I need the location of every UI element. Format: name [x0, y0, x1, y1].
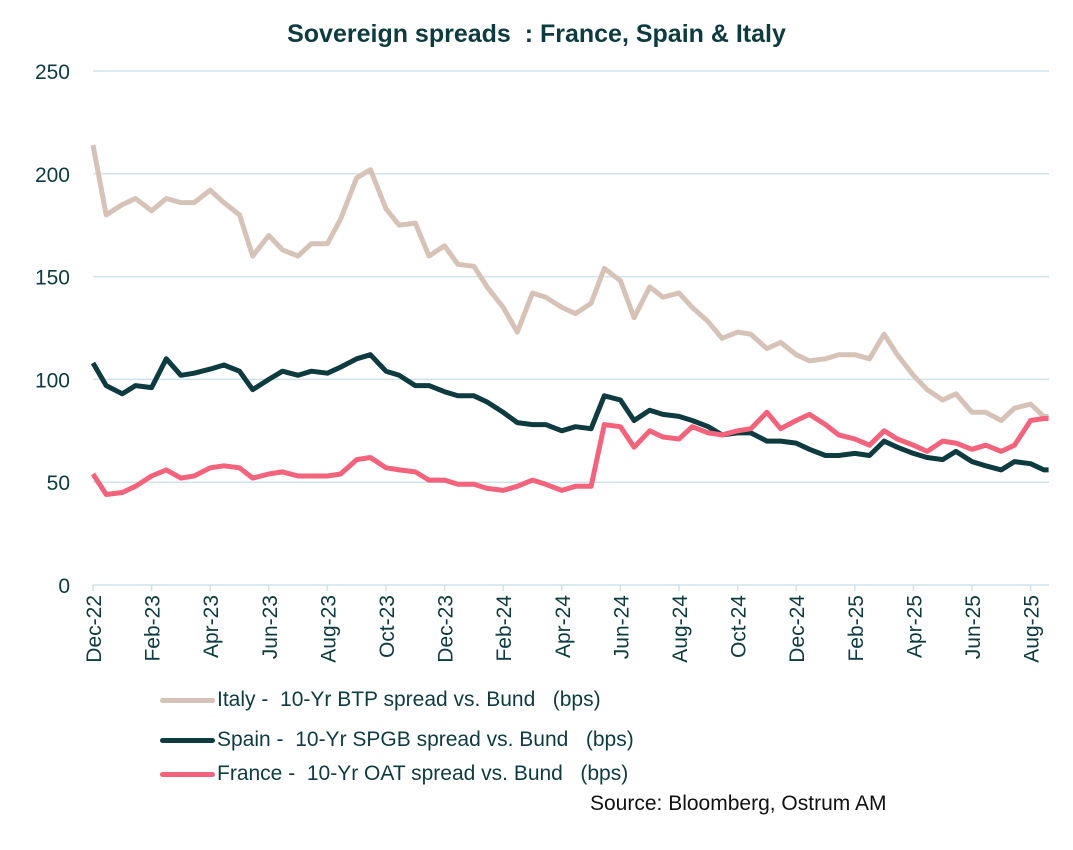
legend-item-france: France - 10-Yr OAT spread vs. Bund (bps): [160, 762, 628, 786]
x-tick-label: Oct-24: [728, 595, 751, 658]
x-tick-label: Feb-25: [845, 595, 868, 662]
x-tick-label: Dec-23: [435, 595, 458, 663]
chart-title: Sovereign spreads : France, Spain & Ital…: [287, 20, 786, 48]
x-tick-label: Feb-24: [493, 595, 516, 662]
spain-series-line: [90, 352, 1049, 473]
x-tick-label: Aug-25: [1021, 595, 1044, 663]
y-tick-label: 250: [35, 61, 70, 84]
france-series-line: [90, 409, 1049, 497]
y-tick-label: 50: [47, 472, 70, 495]
legend-label-france: France - 10-Yr OAT spread vs. Bund (bps): [217, 762, 629, 785]
legend-label-spain: Spain - 10-Yr SPGB spread vs. Bund (bps): [217, 728, 634, 751]
y-tick-label: 0: [58, 575, 70, 598]
italy-series-line: [90, 144, 1049, 423]
legend-swatch-spain: [160, 737, 215, 743]
x-tick-label: Dec-24: [786, 595, 809, 663]
x-tick-label: Apr-24: [552, 595, 575, 658]
x-tick-label: Aug-23: [317, 595, 340, 663]
x-tick-label: Jun-24: [610, 595, 633, 660]
x-tick-label: Aug-24: [669, 595, 692, 663]
x-tick-label: Jun-23: [259, 595, 282, 659]
x-tick-label: Dec-22: [83, 595, 106, 663]
x-tick-label: Apr-25: [903, 595, 926, 658]
legend-swatch-italy: [160, 697, 215, 703]
y-tick-label: 200: [35, 164, 70, 187]
legend-item-italy: Italy - 10-Yr BTP spread vs. Bund (bps): [160, 688, 601, 712]
x-tick-label: Oct-23: [376, 595, 399, 658]
y-tick-label: 150: [35, 267, 70, 290]
legend-item-spain: Spain - 10-Yr SPGB spread vs. Bund (bps): [160, 728, 634, 752]
x-tick-label: Feb-23: [142, 595, 165, 662]
x-tick-label: Jun-25: [962, 595, 985, 659]
legend-swatch-france: [160, 771, 215, 777]
legend-label-italy: Italy - 10-Yr BTP spread vs. Bund (bps): [217, 688, 601, 711]
x-tick-label: Apr-23: [200, 595, 223, 658]
y-tick-label: 100: [35, 369, 70, 392]
source-note: Source: Bloomberg, Ostrum AM: [590, 792, 887, 815]
